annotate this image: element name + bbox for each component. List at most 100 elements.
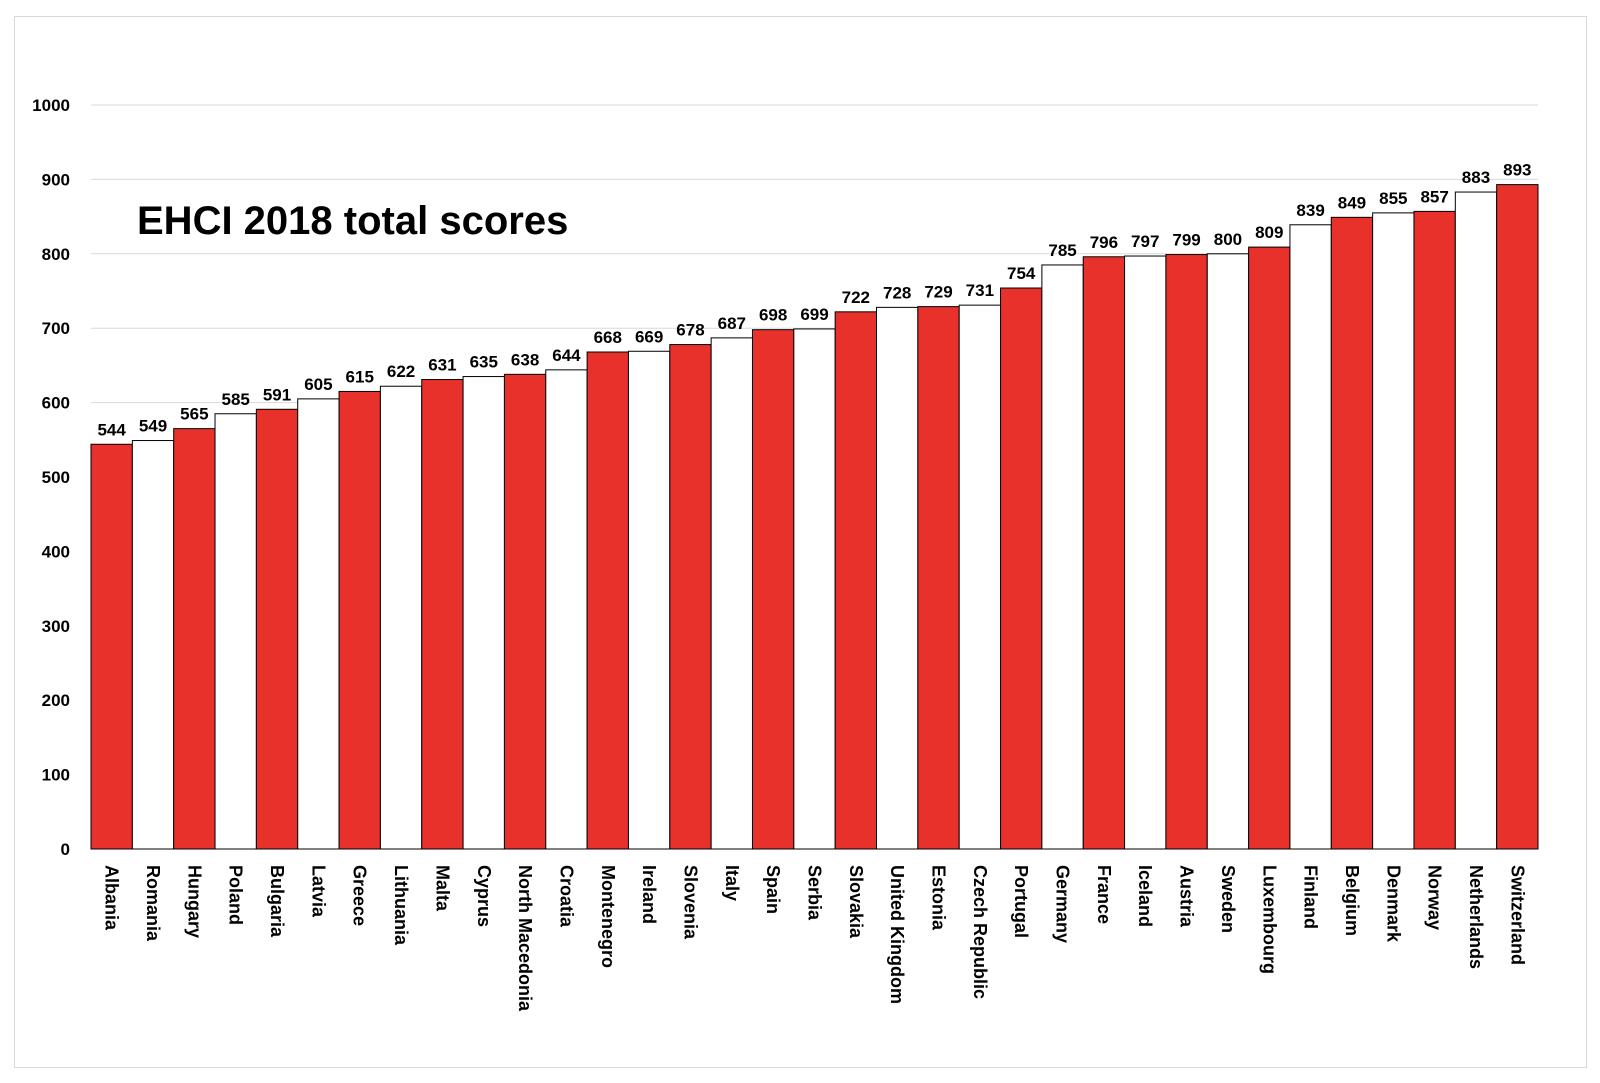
category-label: Luxembourg [1259, 865, 1279, 974]
category-label: Czech Republic [970, 865, 990, 999]
data-label: 883 [1462, 168, 1490, 187]
bar [586, 351, 629, 850]
data-label: 644 [552, 346, 581, 365]
bar [1124, 255, 1167, 850]
category-label: Hungary [184, 865, 204, 938]
bar [131, 440, 175, 850]
data-label: 638 [511, 350, 539, 369]
data-label: 796 [1090, 233, 1118, 252]
category-label: Ireland [639, 865, 659, 924]
bar [1413, 210, 1456, 850]
bar [1041, 264, 1084, 850]
category-label: Slovenia [680, 865, 700, 940]
category-label: Sweden [1218, 865, 1238, 933]
category-label: Romania [143, 865, 163, 942]
data-label: 855 [1379, 189, 1407, 208]
category-label: United Kingdom [887, 865, 907, 1004]
bar [1454, 191, 1498, 850]
bar [503, 373, 547, 850]
bar [1000, 287, 1043, 850]
data-label: 699 [800, 305, 828, 324]
category-label: Germany [1053, 865, 1073, 943]
bar [338, 390, 381, 850]
bar [421, 379, 464, 850]
category-label: Slovakia [846, 865, 866, 939]
category-label: Portugal [1011, 865, 1031, 938]
bar [1289, 224, 1332, 850]
y-tick-label: 600 [42, 394, 70, 413]
data-label: 729 [924, 283, 952, 302]
data-label: 591 [263, 385, 291, 404]
bar [1165, 254, 1208, 850]
y-tick-label: 400 [42, 542, 70, 561]
bar [917, 306, 960, 850]
bar [1206, 253, 1250, 850]
category-label: Albania [102, 865, 122, 931]
category-label: Malta [432, 865, 452, 912]
category-label: Netherlands [1466, 865, 1486, 969]
data-label: 605 [304, 375, 332, 394]
category-label: Lithuania [391, 865, 411, 946]
category-label: Iceland [1135, 865, 1155, 927]
data-label: 799 [1172, 231, 1200, 250]
data-label: 728 [883, 283, 911, 302]
data-label: 631 [428, 356, 456, 375]
data-label: 893 [1503, 161, 1531, 180]
bar [627, 350, 671, 850]
category-label: Poland [226, 865, 246, 925]
bar [1082, 256, 1126, 850]
category-label: Denmark [1383, 865, 1403, 943]
category-label: North Macedonia [515, 865, 535, 1012]
category-labels: Albania Romania Hungary Poland Bulgaria Latvi… [102, 865, 1528, 1012]
bar [751, 329, 795, 850]
bar [876, 306, 919, 850]
y-tick-label: 200 [42, 691, 70, 710]
category-label: Latvia [308, 865, 328, 918]
category-label: Belgium [1342, 865, 1362, 936]
y-tick-label: 700 [42, 319, 70, 338]
data-label: 687 [718, 314, 746, 333]
bar [793, 328, 836, 850]
bar [545, 369, 588, 850]
category-label: Greece [350, 865, 370, 926]
category-label: Finland [1301, 865, 1321, 929]
data-label: 698 [759, 306, 787, 325]
category-label: Cyprus [474, 865, 494, 927]
bar [1330, 216, 1374, 850]
category-label: Norway [1425, 865, 1445, 930]
bar [710, 337, 753, 850]
bar [297, 398, 340, 850]
bar [214, 413, 257, 850]
data-label: 731 [966, 281, 994, 300]
data-label: 839 [1296, 201, 1324, 220]
data-label: 635 [470, 353, 498, 372]
bar [1372, 212, 1415, 850]
data-label: 754 [1007, 264, 1036, 283]
data-label: 800 [1214, 230, 1242, 249]
data-label: 668 [594, 328, 622, 347]
data-label: 785 [1048, 241, 1076, 260]
bar [379, 385, 423, 850]
category-label: Spain [763, 865, 783, 914]
y-tick-label: 100 [42, 766, 70, 785]
y-tick-label: 1000 [32, 96, 70, 115]
data-label: 678 [676, 321, 704, 340]
data-label: 809 [1255, 223, 1283, 242]
category-label: Switzerland [1507, 865, 1527, 965]
category-label: Croatia [556, 865, 576, 928]
bar [669, 344, 712, 850]
chart-title: EHCI 2018 total scores [137, 199, 568, 243]
bar [834, 311, 878, 850]
data-label: 857 [1420, 187, 1448, 206]
bar [255, 408, 299, 850]
data-label: 669 [635, 327, 663, 346]
data-label: 849 [1338, 193, 1366, 212]
y-tick-label: 500 [42, 468, 70, 487]
bar [1248, 246, 1291, 850]
y-tick-label: 800 [42, 245, 70, 264]
category-label: France [1094, 865, 1114, 924]
y-tick-label: 0 [61, 840, 70, 859]
data-label: 544 [97, 420, 126, 439]
y-tick-label: 900 [42, 170, 70, 189]
